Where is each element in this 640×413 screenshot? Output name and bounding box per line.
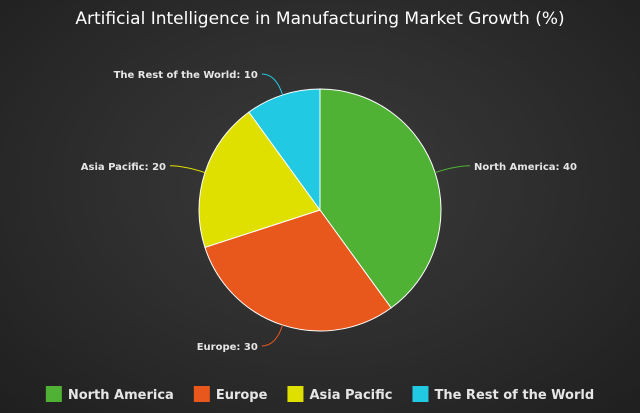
slice-labels: North America: 40 Europe: 30 Asia Pacific:… bbox=[81, 70, 577, 353]
data-label: North America: 40 bbox=[474, 162, 577, 173]
pie-slice-the-rest-of-the-world bbox=[248, 88, 321, 212]
label-connector bbox=[261, 73, 284, 96]
legend-label: The Rest of the World bbox=[434, 388, 594, 403]
pie-slice-north-america bbox=[319, 88, 442, 309]
label-connectors bbox=[169, 73, 471, 347]
legend-swatch bbox=[193, 386, 210, 402]
legend-swatch bbox=[412, 386, 429, 402]
label-connector bbox=[261, 324, 284, 347]
legend-swatch bbox=[45, 386, 62, 402]
chart-title: Artificial Intelligence in Manufacturing… bbox=[75, 9, 564, 29]
label-connector bbox=[169, 165, 206, 174]
pie-slice-europe bbox=[204, 209, 392, 332]
legend-label: North America bbox=[68, 388, 174, 403]
data-label: Asia Pacific: 20 bbox=[81, 162, 166, 173]
legend-label: Europe bbox=[216, 388, 268, 403]
legend-swatch bbox=[287, 386, 304, 402]
data-label: Europe: 30 bbox=[197, 342, 258, 353]
pie-slice-asia-pacific bbox=[198, 111, 321, 249]
data-label: The Rest of the World: 10 bbox=[114, 70, 258, 81]
pie-slices bbox=[198, 88, 442, 332]
legend: North America Europe Asia Pacific The Rest … bbox=[45, 386, 594, 403]
legend-label: Asia Pacific bbox=[309, 388, 392, 403]
label-connector bbox=[434, 165, 471, 174]
